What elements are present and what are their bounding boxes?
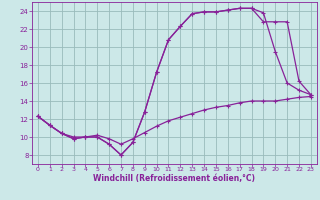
X-axis label: Windchill (Refroidissement éolien,°C): Windchill (Refroidissement éolien,°C)	[93, 174, 255, 183]
